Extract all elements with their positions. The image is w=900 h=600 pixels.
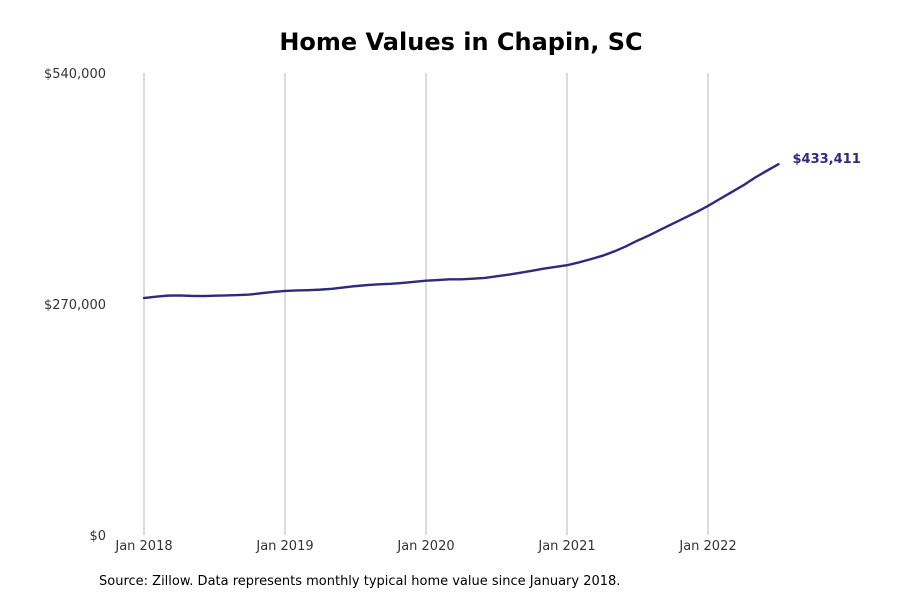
x-tick-label-3: Jan 2021 <box>537 539 595 554</box>
source-note: Source: Zillow. Data represents monthly … <box>99 574 621 589</box>
end-value-label: $433,411 <box>793 152 861 167</box>
chart-title: Home Values in Chapin, SC <box>279 28 643 56</box>
y-tick-label-2: $540,000 <box>44 67 106 82</box>
vertical-gridlines <box>143 73 709 535</box>
x-axis-tick-labels: Jan 2018 Jan 2019 Jan 2020 Jan 2021 Jan 2022 <box>114 539 736 554</box>
series-line-home-value <box>142 162 780 300</box>
x-tick-label-0: Jan 2018 <box>114 539 172 554</box>
y-axis-tick-labels: $0 $270,000 $540,000 <box>44 67 106 544</box>
x-tick-label-4: Jan 2022 <box>678 539 736 554</box>
series-layer <box>142 162 780 300</box>
y-tick-label-0: $0 <box>89 529 106 544</box>
x-tick-label-1: Jan 2019 <box>255 539 313 554</box>
y-tick-label-1: $270,000 <box>44 298 106 313</box>
end-value-labels: $433,411 <box>793 152 861 167</box>
x-tick-label-2: Jan 2020 <box>396 539 454 554</box>
